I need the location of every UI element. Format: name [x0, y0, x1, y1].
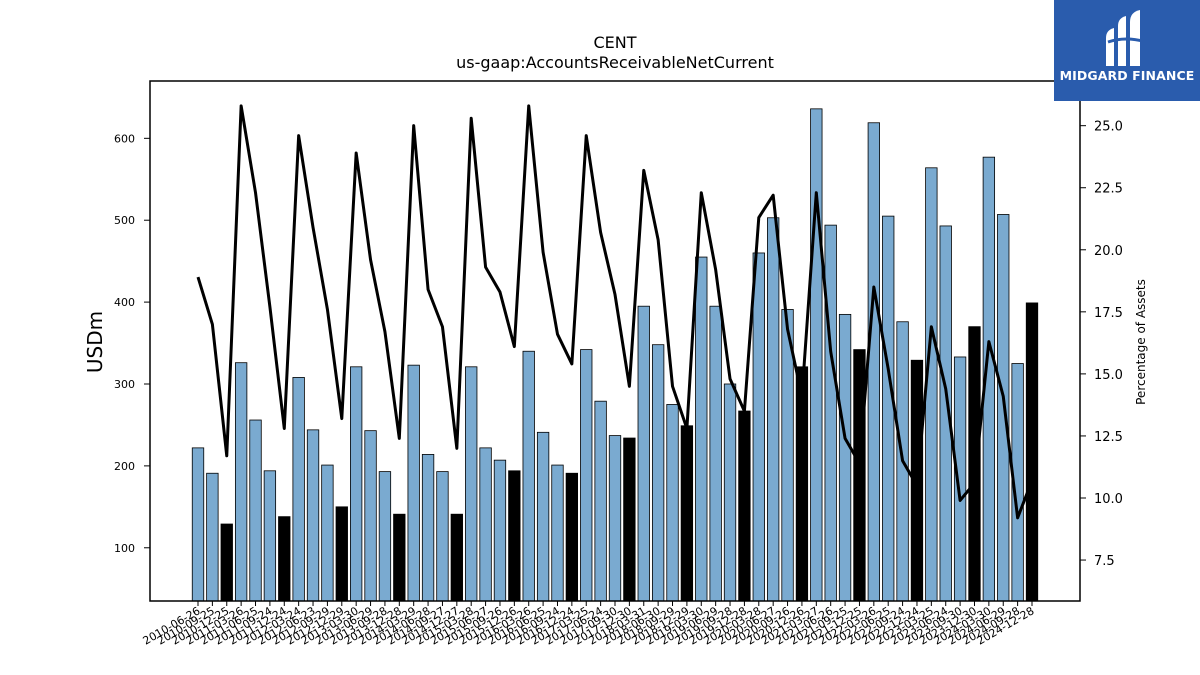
bar — [695, 256, 708, 602]
y-tick-label: 100 — [114, 542, 135, 555]
midgard-finance-logo: MIDGARD FINANCE — [1054, 0, 1200, 101]
bars-group — [191, 108, 1039, 602]
bar — [666, 404, 679, 602]
bar — [234, 362, 248, 602]
y2-axis-label: Percentage of Assets — [1134, 279, 1148, 405]
x-axis-ticks: 2010-06-262010-09-252010-12-252011-03-26… — [141, 601, 1037, 648]
bar — [882, 215, 895, 602]
bar — [723, 383, 737, 602]
bar — [651, 344, 665, 602]
bar — [335, 506, 348, 602]
percentage-line — [196, 104, 1034, 520]
bar — [479, 447, 492, 602]
bar — [623, 437, 636, 602]
bar — [249, 419, 262, 602]
y2-tick-label: 10.0 — [1094, 492, 1123, 507]
logo-text: MIDGARD FINANCE — [1059, 68, 1195, 83]
bar — [565, 472, 579, 602]
bar — [191, 447, 205, 602]
bar — [795, 366, 809, 602]
y-tick-label: 300 — [114, 378, 135, 391]
bar — [278, 516, 291, 602]
y2-tick-label: 7.5 — [1094, 554, 1115, 569]
bar — [321, 464, 334, 602]
bar — [421, 454, 435, 602]
y2-tick-label: 12.5 — [1094, 430, 1123, 445]
left-axis-ticks: 100 200 300 400 500 600 — [114, 132, 150, 555]
plot-frame — [149, 80, 1081, 602]
bar — [263, 470, 277, 602]
bar — [493, 459, 507, 602]
y2-tick-label: 17.5 — [1094, 306, 1123, 321]
bar — [407, 364, 420, 602]
bar — [450, 513, 463, 602]
y-tick-label: 400 — [114, 296, 135, 309]
y-tick-label: 500 — [114, 214, 135, 227]
bar — [580, 349, 593, 602]
y2-tick-label: 15.0 — [1094, 368, 1123, 383]
bar — [594, 400, 607, 602]
bar — [709, 305, 722, 602]
bar — [522, 350, 535, 602]
bar — [436, 471, 449, 602]
bar — [838, 313, 852, 602]
bar — [220, 523, 233, 602]
midgard-logo-icon — [1106, 10, 1147, 66]
y-tick-label: 200 — [114, 460, 135, 473]
bar — [536, 431, 550, 602]
bar — [465, 366, 478, 602]
y2-tick-label: 25.0 — [1094, 120, 1123, 135]
bar — [206, 472, 219, 602]
y-tick-label: 600 — [114, 132, 135, 145]
right-axis-ticks: 7.5 10.0 12.5 15.0 17.5 20.0 22.5 25.0 — [1080, 120, 1123, 569]
y2-tick-label: 22.5 — [1094, 182, 1123, 197]
bar — [608, 435, 622, 602]
bar — [350, 366, 363, 602]
bar — [752, 252, 765, 602]
bar — [306, 429, 320, 602]
bar — [1025, 302, 1039, 602]
y2-tick-label: 20.0 — [1094, 244, 1123, 259]
chart-subtitle: us-gaap:AccountsReceivableNetCurrent — [456, 53, 774, 72]
bar — [292, 377, 305, 602]
y-axis-label: USDm — [83, 311, 107, 373]
bar — [767, 217, 780, 602]
bar — [810, 108, 823, 602]
bar — [680, 425, 694, 602]
bar — [968, 326, 981, 602]
bar — [378, 471, 392, 602]
bar — [853, 349, 866, 602]
chart-title: CENT — [593, 33, 636, 52]
bar — [551, 464, 564, 602]
bar — [393, 513, 406, 602]
bar — [867, 122, 880, 602]
bar — [508, 470, 521, 602]
bar — [824, 224, 837, 602]
bar — [637, 305, 650, 602]
bar — [364, 430, 377, 602]
bar — [738, 410, 751, 602]
